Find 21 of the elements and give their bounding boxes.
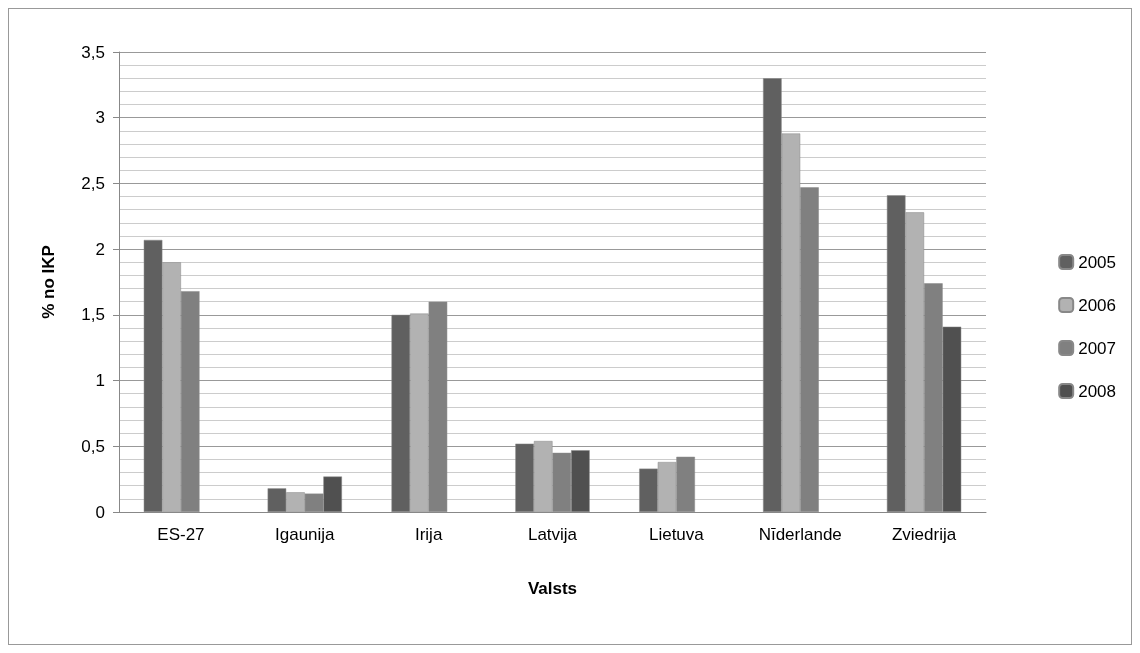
x-tick-label: Latvija xyxy=(527,525,578,544)
legend-label: 2007 xyxy=(1078,338,1117,358)
x-tick-label: Zviedrija xyxy=(891,525,957,544)
x-tick-label: Nīderlande xyxy=(758,525,842,544)
y-tick-label: 2 xyxy=(95,239,105,259)
x-tick-label: ES-27 xyxy=(157,525,205,544)
x-axis-title: Valsts xyxy=(527,579,578,598)
y-tick-label: 2,5 xyxy=(81,173,105,193)
x-tick-label: Irija xyxy=(414,525,443,544)
y-tick-label: 0 xyxy=(95,502,105,522)
x-tick-label: Lietuva xyxy=(648,525,705,544)
y-tick-label: 0,5 xyxy=(81,436,105,456)
legend-label: 2005 xyxy=(1078,252,1117,272)
y-tick-label: 3 xyxy=(95,108,105,128)
y-tick-label: 1 xyxy=(95,371,105,391)
y-tick-label: 1,5 xyxy=(81,305,105,325)
legend-label: 2006 xyxy=(1078,295,1117,315)
y-tick-label: 3,5 xyxy=(81,42,105,62)
y-axis-title: % no IKP xyxy=(39,245,58,319)
legend-label: 2008 xyxy=(1078,381,1117,401)
x-tick-label: Igaunija xyxy=(275,525,336,544)
